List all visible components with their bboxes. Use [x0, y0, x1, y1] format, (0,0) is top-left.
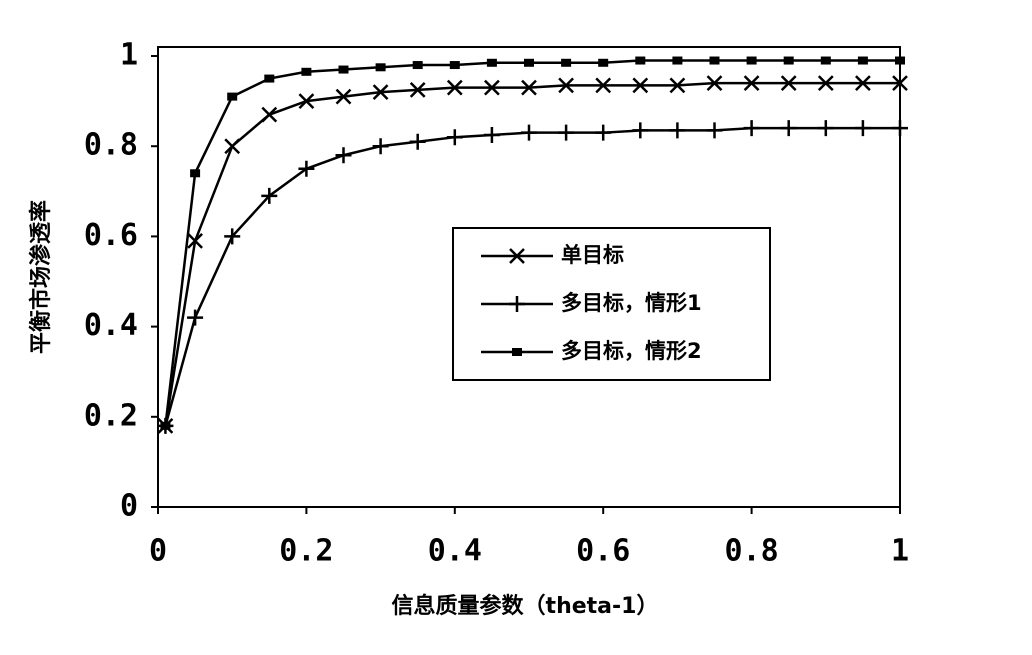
marker — [301, 67, 312, 76]
marker — [509, 296, 525, 312]
marker — [817, 120, 834, 137]
y-axis-label: 平衡市场渗透率 — [28, 200, 54, 354]
marker — [486, 58, 497, 67]
marker — [672, 56, 683, 65]
y-tick-label: 0 — [120, 489, 138, 524]
marker — [780, 75, 797, 91]
marker — [854, 120, 871, 137]
y-tick-label: 0.2 — [84, 398, 138, 433]
y-tick-label: 0.8 — [84, 128, 138, 163]
marker — [635, 56, 646, 65]
marker — [820, 56, 831, 65]
marker — [160, 421, 171, 430]
marker — [558, 124, 575, 141]
legend-label: 多目标，情形1 — [561, 291, 702, 315]
marker — [372, 84, 389, 100]
marker — [561, 58, 572, 67]
marker — [227, 92, 238, 101]
marker — [743, 120, 760, 137]
marker — [706, 75, 723, 91]
legend-label: 单目标 — [561, 243, 624, 267]
marker — [524, 58, 534, 67]
marker — [449, 61, 460, 70]
marker — [632, 122, 649, 139]
marker — [783, 56, 794, 65]
y-tick-label: 0.4 — [84, 308, 138, 343]
marker — [335, 88, 352, 105]
marker — [264, 74, 275, 83]
marker — [743, 75, 760, 91]
marker — [512, 348, 522, 356]
marker — [598, 58, 609, 67]
marker — [746, 56, 757, 65]
x-tick-label: 0.6 — [576, 534, 630, 569]
marker — [709, 56, 720, 65]
marker — [298, 160, 315, 177]
marker — [190, 169, 201, 178]
marker — [892, 75, 908, 91]
marker — [261, 106, 278, 123]
legend-label: 多目标，情形2 — [561, 339, 702, 363]
marker — [483, 126, 500, 143]
marker — [372, 138, 389, 155]
marker — [817, 75, 834, 91]
marker — [409, 81, 426, 98]
marker — [335, 147, 352, 164]
marker — [521, 124, 537, 141]
marker — [855, 75, 871, 91]
marker — [669, 122, 686, 139]
marker — [412, 61, 423, 70]
marker — [521, 79, 537, 96]
marker — [892, 120, 908, 137]
marker — [669, 77, 686, 94]
x-tick-label: 0.8 — [725, 534, 779, 569]
marker — [298, 93, 315, 110]
marker — [375, 63, 386, 72]
y-tick-label: 0.6 — [84, 218, 138, 253]
marker — [595, 77, 612, 94]
marker — [446, 79, 463, 96]
marker — [595, 124, 612, 141]
marker — [224, 228, 241, 245]
x-tick-label: 0.4 — [428, 534, 482, 569]
x-tick-label: 1 — [891, 534, 909, 569]
marker — [509, 248, 525, 264]
marker — [187, 233, 203, 249]
marker — [446, 129, 463, 146]
x-tick-label: 0.2 — [279, 534, 333, 569]
x-axis-label: 信息质量参数（theta-1） — [392, 593, 659, 619]
marker — [484, 79, 500, 96]
marker — [261, 187, 278, 204]
marker — [706, 122, 723, 139]
marker — [338, 65, 349, 74]
marker — [895, 56, 905, 65]
x-tick-label: 0 — [149, 534, 167, 569]
y-tick-label: 1 — [120, 38, 138, 73]
marker — [224, 138, 241, 155]
marker — [409, 133, 426, 150]
marker — [780, 120, 797, 137]
marker — [187, 309, 204, 326]
marker — [857, 56, 868, 65]
marker — [558, 77, 574, 94]
marker — [632, 77, 649, 94]
